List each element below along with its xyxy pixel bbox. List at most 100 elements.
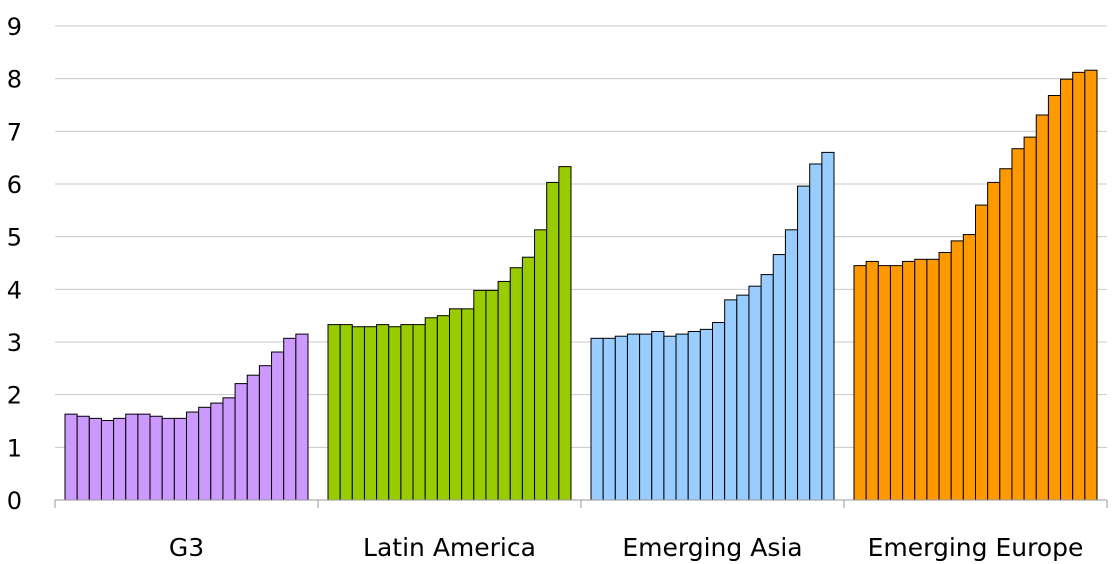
category-label: G3 <box>169 533 204 562</box>
bar <box>675 333 689 501</box>
bar <box>88 417 102 501</box>
category-label: Latin America <box>363 533 536 562</box>
y-tick-label: 1 <box>7 434 22 462</box>
bar <box>889 265 904 501</box>
bar <box>473 289 487 501</box>
y-tick-labels: 0 1 2 3 4 5 6 7 8 9 <box>7 13 22 515</box>
bar <box>760 274 774 501</box>
bar <box>748 285 762 501</box>
bar <box>125 413 139 501</box>
bar <box>987 181 1001 501</box>
bar <box>283 337 297 501</box>
bar <box>1035 114 1049 501</box>
bar <box>412 324 426 501</box>
bar <box>351 326 365 501</box>
bar <box>712 322 726 501</box>
bar <box>999 168 1013 501</box>
y-tick-label: 3 <box>7 329 22 357</box>
bar <box>64 413 78 501</box>
bar <box>149 415 163 501</box>
y-tick-label: 8 <box>7 66 22 94</box>
bar <box>736 294 750 501</box>
bar <box>914 258 928 501</box>
bar <box>258 365 273 501</box>
bar <box>210 402 224 501</box>
bar <box>388 326 402 501</box>
bar <box>271 351 285 501</box>
y-tick-label: 2 <box>7 382 22 410</box>
bar <box>198 406 212 501</box>
bar <box>521 256 536 501</box>
bar <box>100 419 115 501</box>
bar <box>724 299 738 501</box>
bar <box>113 417 127 501</box>
bar <box>327 324 341 501</box>
bar <box>363 326 378 501</box>
bar <box>1047 95 1062 501</box>
bar <box>234 383 248 501</box>
category-label: Emerging Asia <box>622 533 802 562</box>
y-tick-label: 6 <box>7 171 22 199</box>
bar <box>853 265 867 501</box>
bar <box>376 324 390 501</box>
bar <box>651 330 665 501</box>
bar <box>877 265 891 501</box>
bar <box>295 333 309 501</box>
bar <box>509 267 523 501</box>
bar <box>76 415 90 501</box>
bar <box>137 413 151 501</box>
bar <box>590 337 604 501</box>
bar <box>797 185 811 501</box>
bars <box>64 69 1098 501</box>
bar <box>962 234 976 501</box>
bar <box>546 181 560 501</box>
y-tick-label: 5 <box>7 224 22 252</box>
axes <box>54 499 1108 508</box>
bar <box>161 417 175 501</box>
bar <box>558 166 572 501</box>
bar <box>809 163 823 501</box>
bar <box>1023 136 1037 501</box>
bar <box>772 254 786 501</box>
category-label: Emerging Europe <box>868 533 1084 562</box>
bar <box>400 324 414 501</box>
bar <box>1011 148 1025 501</box>
bar <box>246 374 260 501</box>
bar <box>1060 78 1074 501</box>
bar <box>461 308 475 501</box>
bar <box>534 229 548 501</box>
bar <box>497 280 511 501</box>
bar <box>639 333 653 501</box>
bar <box>614 335 628 501</box>
bar <box>950 240 964 501</box>
gridlines <box>55 25 1107 448</box>
bar <box>485 289 499 501</box>
y-tick-label: 7 <box>7 118 22 146</box>
bar <box>222 397 236 501</box>
bar <box>865 260 879 501</box>
bar <box>424 317 438 501</box>
bar <box>663 335 677 501</box>
bar <box>938 251 952 501</box>
bar <box>687 330 701 501</box>
bar <box>1072 71 1086 501</box>
bar <box>975 204 989 501</box>
bar <box>339 324 353 501</box>
bar <box>602 337 616 501</box>
bar <box>436 315 451 501</box>
bar <box>186 411 200 501</box>
y-tick-label: 0 <box>7 487 22 515</box>
bar <box>699 328 713 501</box>
bar <box>902 260 916 501</box>
category-labels: G3 Latin America Emerging Asia Emerging Eur… <box>169 533 1084 562</box>
bar <box>173 417 188 501</box>
bar <box>821 151 835 501</box>
y-tick-label: 9 <box>7 13 22 41</box>
bar <box>1084 69 1098 501</box>
bar <box>449 308 463 501</box>
y-tick-label: 4 <box>7 276 22 304</box>
bar <box>626 333 641 501</box>
bar <box>784 229 799 501</box>
bar <box>926 258 940 501</box>
